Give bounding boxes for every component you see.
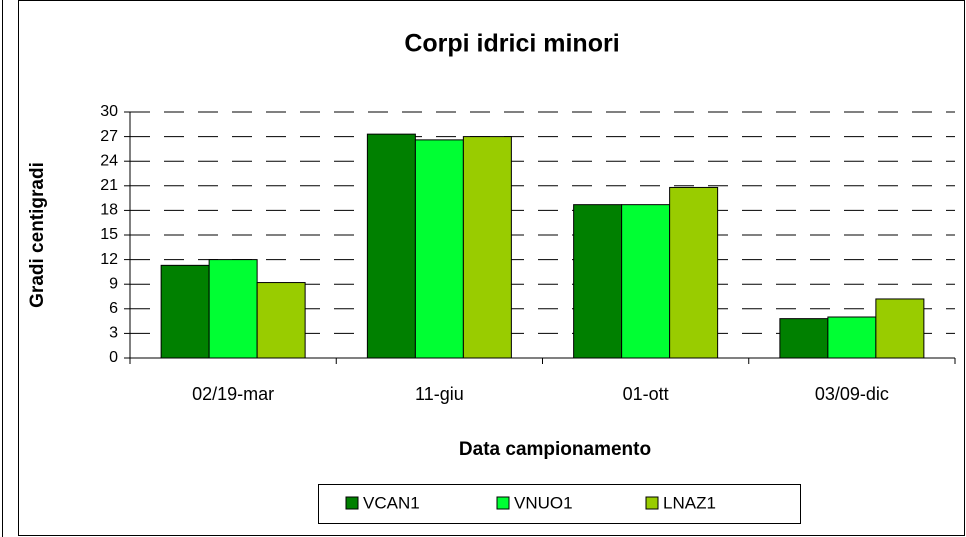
bar bbox=[573, 204, 623, 359]
left-edge bbox=[2, 0, 3, 537]
bar bbox=[827, 316, 877, 359]
bar bbox=[160, 264, 210, 359]
legend-swatch bbox=[345, 496, 359, 510]
y-tick-label: 27 bbox=[100, 128, 118, 145]
legend-swatch bbox=[645, 496, 659, 510]
y-axis-label: Gradi centigradi bbox=[27, 162, 48, 308]
bar bbox=[256, 282, 306, 359]
x-tick-label: 03/09-dic bbox=[815, 384, 889, 404]
bar bbox=[779, 318, 829, 359]
legend-swatch bbox=[496, 496, 510, 510]
bar bbox=[669, 186, 719, 359]
x-tick-label: 11-giu bbox=[415, 384, 464, 404]
y-tick-label: 9 bbox=[109, 275, 118, 292]
y-tick-label: 0 bbox=[109, 349, 118, 366]
legend-label: LNAZ1 bbox=[663, 493, 716, 512]
y-tick-label: 30 bbox=[100, 103, 118, 120]
legend-label: VCAN1 bbox=[363, 493, 420, 512]
y-tick-label: 12 bbox=[100, 251, 118, 268]
x-tick-label: 01-ott bbox=[623, 384, 669, 404]
bar bbox=[208, 259, 258, 359]
x-axis-label: Data campionamento bbox=[459, 439, 651, 460]
y-tick-label: 21 bbox=[100, 177, 118, 194]
bar bbox=[366, 133, 416, 359]
bar bbox=[414, 139, 464, 359]
legend-box bbox=[318, 484, 801, 524]
y-tick-label: 3 bbox=[109, 325, 118, 342]
bar bbox=[621, 204, 671, 359]
y-tick-label: 15 bbox=[100, 226, 118, 243]
chart-title: Corpi idrici minori bbox=[404, 30, 619, 58]
y-tick-label: 6 bbox=[109, 300, 118, 317]
bar bbox=[462, 136, 512, 359]
bar bbox=[875, 298, 925, 359]
legend-label: VNUO1 bbox=[514, 493, 573, 512]
x-tick-label: 02/19-mar bbox=[192, 384, 274, 404]
y-tick-label: 18 bbox=[100, 202, 118, 219]
y-tick-label: 24 bbox=[100, 152, 118, 169]
